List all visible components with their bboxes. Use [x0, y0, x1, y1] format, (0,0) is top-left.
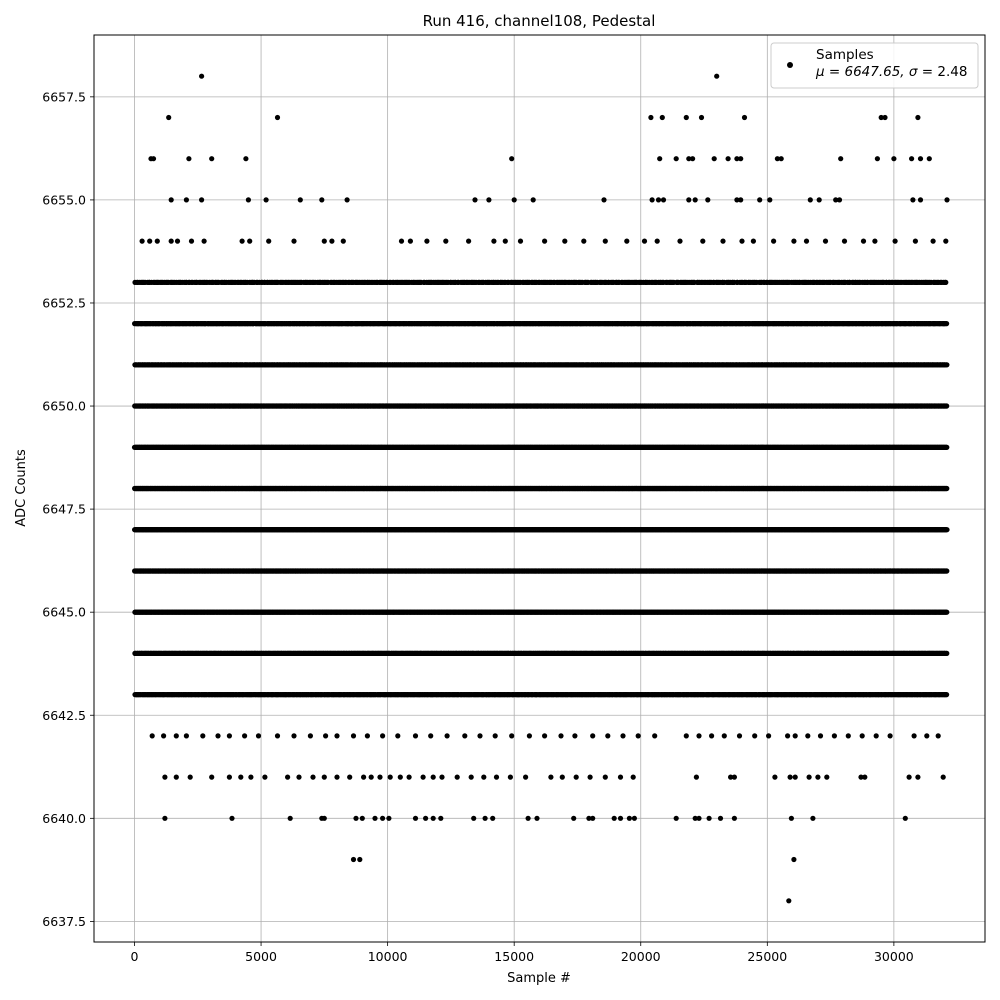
data-point-3699 [944, 609, 950, 615]
data-points [131, 73, 950, 904]
data-point-899 [944, 692, 950, 698]
data-point-2099 [944, 650, 950, 657]
chart-title: Run 416, channel108, Pedestal [423, 12, 656, 30]
